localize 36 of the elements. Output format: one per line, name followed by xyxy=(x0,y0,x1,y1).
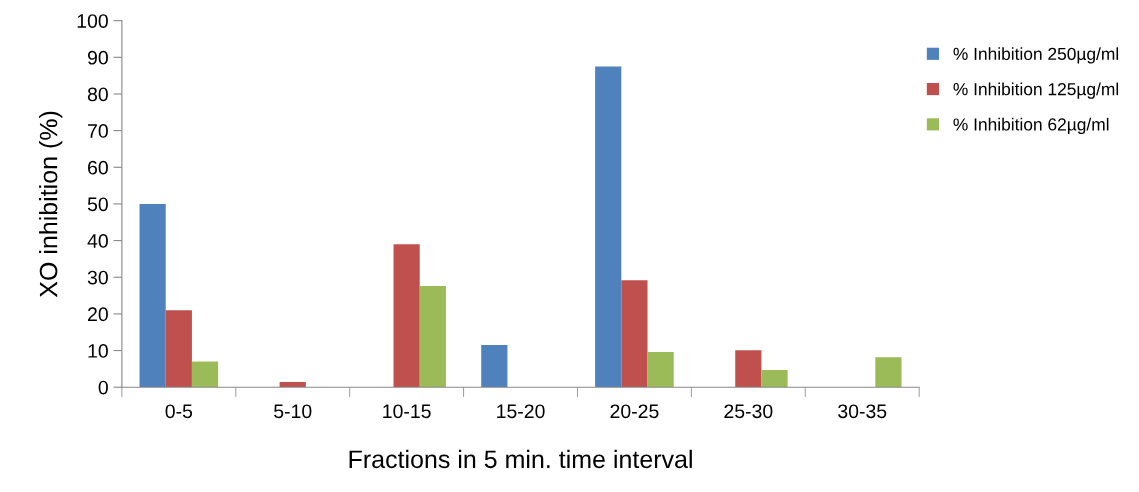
bar xyxy=(761,369,788,388)
bar xyxy=(165,310,192,388)
bar xyxy=(595,66,622,388)
legend-label: % Inhibition 250µg/ml xyxy=(953,47,1119,64)
x-tick-label: 15-20 xyxy=(497,404,545,419)
y-tick-label: 100 xyxy=(77,14,108,28)
y-tick-label: 90 xyxy=(87,50,108,65)
y-tick-label: 70 xyxy=(88,124,108,138)
legend-label: % Inhibition 125µg/ml xyxy=(953,82,1119,99)
y-tick-label: 30 xyxy=(87,270,108,285)
bar xyxy=(191,361,219,388)
x-tick-label: 10-15 xyxy=(383,404,431,419)
y-tick-label: 80 xyxy=(87,87,108,102)
y-tick-label: 0 xyxy=(98,380,108,395)
y-tick-label: 40 xyxy=(87,234,108,248)
bar xyxy=(279,382,306,388)
x-tick-label: 5-10 xyxy=(274,404,312,419)
x-axis-title: Fractions in 5 min. time interval xyxy=(349,449,692,469)
y-tick-label: 10 xyxy=(88,344,108,358)
bar xyxy=(393,244,420,388)
bar xyxy=(735,350,762,388)
bar xyxy=(419,286,446,388)
y-tick-label: 60 xyxy=(88,160,108,175)
bar xyxy=(875,357,902,388)
bar xyxy=(139,203,166,388)
legend-label: % Inhibition 62µg/ml xyxy=(953,117,1109,135)
x-tick-label: 20-25 xyxy=(610,404,659,419)
x-tick-label: 30-35 xyxy=(838,404,887,419)
x-tick-label: 0-5 xyxy=(165,404,193,419)
y-tick-label: 50 xyxy=(87,197,108,212)
y-tick-label: 20 xyxy=(88,307,108,322)
y-axis-title: XO inhibition (%) xyxy=(39,111,63,298)
bar xyxy=(621,280,648,388)
bar xyxy=(647,352,674,388)
x-tick-label: 25-30 xyxy=(724,404,773,419)
bar xyxy=(481,345,508,388)
